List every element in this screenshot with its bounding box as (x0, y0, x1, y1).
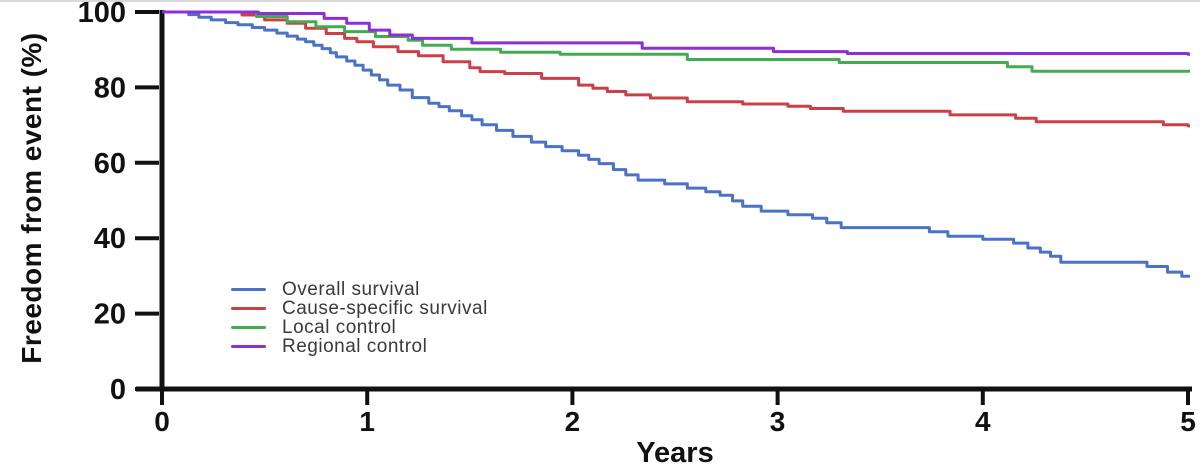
x-tick-label: 2 (565, 406, 581, 437)
x-tick-label: 0 (154, 406, 170, 437)
y-tick-label: 100 (78, 0, 126, 29)
legend-swatch-line (231, 288, 266, 291)
legend-swatch-line (231, 326, 266, 329)
y-tick-label: 20 (94, 299, 126, 331)
legend-swatch-line (231, 307, 266, 310)
curve-regional-control (162, 10, 1190, 56)
legend: Overall survival Cause-specific survival L… (231, 278, 488, 357)
legend-item-regional-control: Regional control (231, 335, 488, 357)
y-tick-label: 80 (94, 72, 126, 104)
x-tick-label: 3 (770, 406, 786, 437)
curve-overall-survival (162, 10, 1190, 278)
x-tick-label: 1 (359, 406, 375, 437)
legend-label: Local control (282, 316, 397, 338)
legend-label: Cause-specific survival (282, 297, 488, 319)
x-tick-label: 4 (975, 406, 991, 437)
legend-label: Regional control (282, 335, 428, 357)
y-tick-label: 0 (110, 374, 126, 406)
y-tick-label: 40 (94, 223, 126, 255)
figure-top-border (0, 0, 1200, 2)
curve-cause-specific-survival (162, 10, 1190, 128)
legend-item-local-control: Local control (231, 316, 488, 338)
legend-swatch-line (231, 345, 266, 348)
y-tick-label: 60 (94, 148, 126, 180)
y-axis-title: Freedom from event (%) (16, 32, 47, 364)
curve-local-control (162, 10, 1190, 73)
legend-item-cause-specific-survival: Cause-specific survival (231, 297, 488, 319)
x-axis-title: Years (636, 437, 714, 469)
x-tick-label: 5 (1180, 406, 1196, 437)
legend-label: Overall survival (282, 278, 420, 300)
legend-item-overall-survival: Overall survival (231, 278, 488, 300)
